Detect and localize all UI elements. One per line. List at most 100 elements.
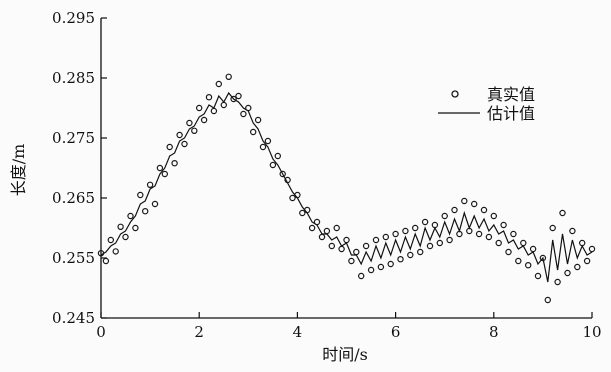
data-point [97,249,105,257]
data-point [446,236,453,244]
data-point [205,93,213,101]
data-point [569,227,576,235]
data-point [294,191,301,199]
legend-label-true: 真实值 [487,85,535,104]
data-point [122,233,129,241]
data-point [176,131,183,139]
data-point [215,80,222,88]
data-point [166,143,173,151]
data-point [308,224,316,232]
data-point [191,127,198,134]
data-point [554,278,561,286]
data-point [377,263,385,271]
data-point [426,242,434,250]
data-point [259,143,267,151]
data-point [436,239,443,247]
data-point [480,206,488,214]
data-point [549,224,556,232]
data-point [107,236,115,244]
data-point [421,218,429,226]
data-point [515,257,522,265]
data-point [564,269,571,277]
data-point [156,164,164,172]
data-point [353,248,360,256]
data-point [249,128,257,136]
data-point [495,239,502,247]
legend: 真实值 估计值 [438,85,535,123]
data-point [269,161,277,169]
data-point [588,245,596,253]
data-point [407,251,414,259]
data-point [186,119,193,127]
data-point [200,116,208,124]
y-axis-title: 长度/m [9,144,28,197]
data-point [471,200,478,208]
data-point [299,209,306,217]
data-point [151,200,159,208]
x-ticks: 0 2 4 6 8 10 [96,312,602,341]
data-point [181,140,188,148]
y-tick-label: 0.295 [52,9,95,27]
data-point [367,266,375,274]
data-point [195,104,203,112]
data-point [279,170,286,178]
data-point [171,159,178,167]
data-point [579,239,586,247]
data-point [520,239,527,247]
data-point [475,230,483,238]
data-point [544,296,552,304]
data-point [392,230,399,238]
data-point [382,233,389,241]
data-point [559,209,566,217]
x-tick-label: 10 [582,323,601,341]
data-point [328,242,335,250]
data-point [529,245,537,253]
data-point [456,230,463,238]
data-point [534,272,542,280]
data-point [264,137,272,145]
data-point [289,194,296,202]
x-tick-label: 0 [96,323,106,341]
y-tick-label: 0.255 [52,249,95,267]
x-tick-label: 4 [293,323,303,341]
data-point [127,212,134,220]
y-tick-label: 0.265 [52,189,95,207]
data-point [230,95,237,103]
data-point [485,233,493,241]
data-point [240,110,247,118]
data-point [525,262,532,269]
data-point [284,176,291,184]
data-point [161,170,168,178]
data-point [431,221,439,229]
true-value-series [97,73,596,304]
y-tick-label: 0.285 [52,69,95,87]
data-point [505,248,512,256]
data-point [132,224,139,232]
data-point [461,197,468,205]
data-point [417,248,424,256]
plot-frame [100,18,592,319]
data-point [362,242,370,250]
data-point [441,212,448,220]
data-point [274,152,281,160]
y-tick-label: 0.245 [52,309,95,327]
data-point [146,181,154,188]
data-point [583,257,591,265]
y-ticks: 0.245 0.255 0.265 0.275 0.285 0.295 [52,9,107,327]
data-point [510,230,517,238]
legend-label-estimate: 估计值 [487,104,535,123]
data-point [500,221,507,229]
x-tick-label: 6 [391,323,401,341]
x-tick-label: 2 [194,323,204,341]
data-point [141,207,149,215]
data-point [333,224,340,232]
data-point [102,257,110,265]
data-point [372,236,380,244]
data-point [539,254,547,262]
data-point [318,233,326,241]
legend-marker-symbol [451,90,459,98]
data-point [397,256,404,263]
x-axis-title: 时间/s [322,345,368,364]
x-tick-label: 8 [489,323,499,341]
